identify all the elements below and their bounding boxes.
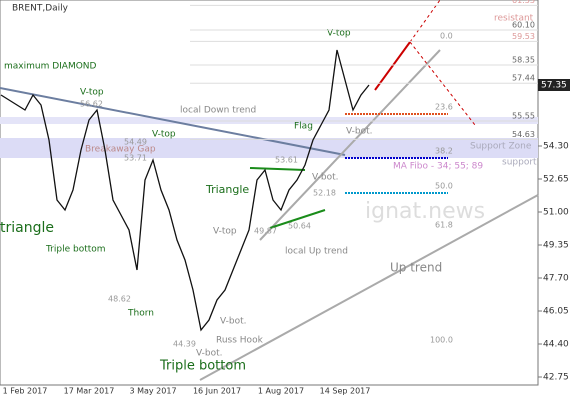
- annotation: maximum DIAMOND: [4, 62, 97, 72]
- forecast: [374, 41, 411, 91]
- down-trend: [0, 87, 346, 156]
- local-up-trend: [259, 49, 441, 241]
- fibo-label: 0.0: [440, 32, 453, 41]
- y-tick-label: 52.65: [543, 175, 569, 185]
- level-label: 58.35: [512, 56, 535, 65]
- price-note: 48.62: [108, 295, 131, 304]
- level-label: 54.63: [512, 130, 535, 139]
- fibo-label: 61.8: [435, 221, 453, 230]
- y-tick-label: 49.35: [543, 241, 569, 251]
- annotation: Triple bottom: [45, 245, 106, 255]
- annotation: V-top: [80, 88, 104, 98]
- annotation: Triple bottom: [159, 359, 246, 374]
- level-label: 60.10: [512, 21, 535, 30]
- y-tick-label: 54.30: [543, 142, 569, 152]
- fibo-label: 50.0: [435, 182, 453, 191]
- annotation: resistant: [494, 14, 534, 24]
- up-trend: [199, 194, 539, 381]
- annotation: V-bot.: [312, 173, 339, 183]
- triangle-line: [269, 209, 326, 229]
- x-tick-label: 1 Feb 2017: [3, 387, 48, 396]
- annotation: V-top: [327, 29, 351, 39]
- fibo-label: 38.2: [435, 147, 453, 156]
- annotation: V-top: [213, 227, 237, 237]
- annotation: Triangle: [205, 183, 249, 196]
- price-line: [0, 49, 370, 332]
- price-note: 44.39: [173, 340, 196, 349]
- annotation: local Up trend: [285, 247, 348, 257]
- fibo-label: 23.6: [435, 103, 453, 112]
- annotation: MA Fibo - 34; 55; 89: [393, 162, 483, 172]
- triangle-line: [249, 167, 306, 171]
- watermark: ignat.news: [365, 199, 485, 224]
- x-tick-label: 14 Sep 2017: [320, 387, 371, 396]
- x-tick-label: 16 Jun 2017: [193, 387, 241, 396]
- annotation: local Down trend: [180, 106, 256, 116]
- annotation: Thorn: [127, 309, 154, 319]
- title: BRENT,Daily: [12, 4, 69, 14]
- last-price-label: 57.35: [541, 81, 567, 91]
- x-tick-label: 3 May 2017: [129, 387, 176, 396]
- y-tick-label: 46.05: [543, 307, 569, 317]
- price-note: 53.61: [275, 156, 298, 165]
- annotation: Breakaway Gap: [85, 145, 156, 155]
- y-tick-label: 42.75: [543, 373, 569, 383]
- forecast: [409, 0, 441, 43]
- level-label: 57.44: [512, 74, 535, 83]
- annotation: Up trend: [390, 261, 442, 275]
- annotation: Russ Hook: [216, 336, 264, 346]
- price-note: 54.49: [124, 138, 147, 147]
- annotation: triangle: [0, 220, 54, 236]
- support-zone: [0, 138, 538, 158]
- price-note: 50.64: [288, 222, 311, 231]
- fibo-label: 100.0: [430, 336, 453, 345]
- level-label: 61.33: [512, 0, 535, 5]
- y-tick-label: 44.40: [543, 340, 569, 350]
- annotation: V-top: [152, 130, 176, 140]
- y-tick-label: 51.00: [543, 208, 569, 218]
- plot-frame: [0, 0, 539, 386]
- annotation: Support Zone: [470, 142, 532, 152]
- x-tick-label: 1 Aug 2017: [258, 387, 304, 396]
- price-note: 56.62: [80, 100, 103, 109]
- annotation: V-bot.: [196, 349, 223, 359]
- level-label: 59.53: [512, 32, 535, 41]
- level-label: 55.55: [512, 112, 535, 121]
- annotation: Flag: [294, 122, 313, 132]
- price-note: 49.87: [254, 227, 277, 236]
- annotation: support: [502, 158, 537, 168]
- last-price-box: [538, 79, 570, 91]
- y-tick-label: 47.70: [543, 274, 569, 284]
- price-note: 52.18: [313, 189, 336, 198]
- price-note: 53.71: [124, 154, 147, 163]
- annotation: V-bot.: [220, 317, 247, 327]
- annotation: V-bot.: [346, 127, 373, 137]
- x-tick-label: 17 Mar 2017: [64, 387, 115, 396]
